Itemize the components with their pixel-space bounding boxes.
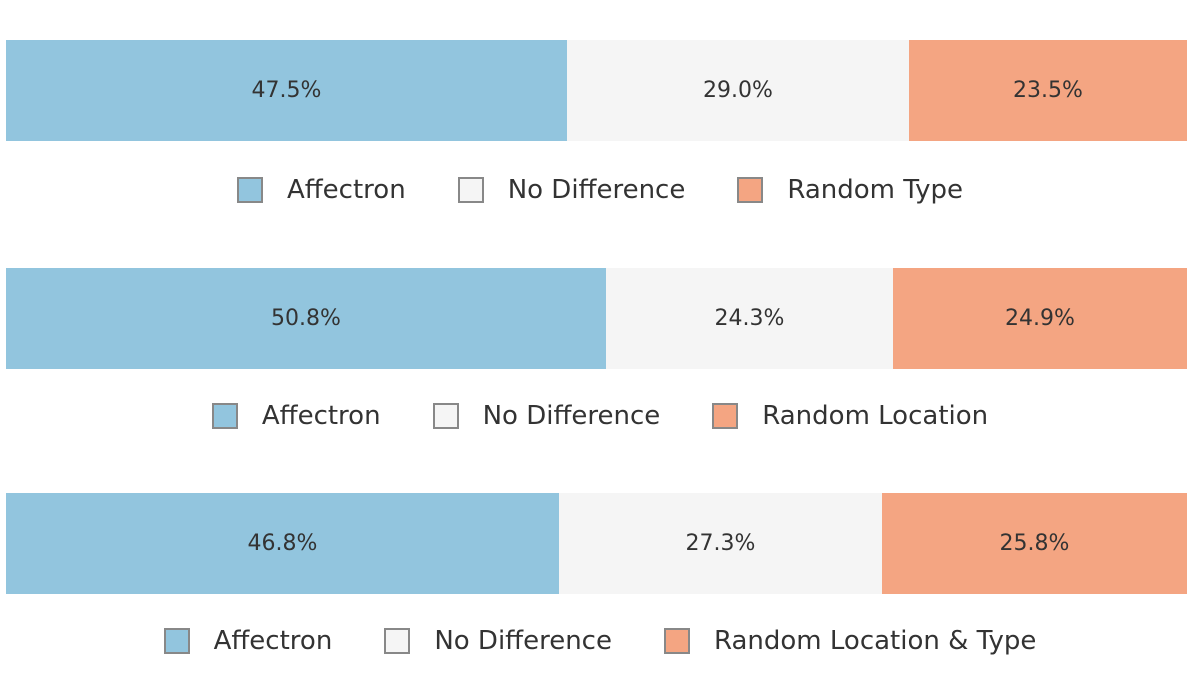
bar-segment-random: 23.5% [909, 40, 1187, 141]
legend-label: Random Location & Type [713, 626, 1037, 656]
bar-segment-affectron: 47.5% [6, 40, 567, 141]
legend-label: No Difference [507, 175, 686, 205]
legend-swatch [211, 403, 238, 429]
bar-segment-no-difference: 27.3% [559, 493, 882, 594]
legend-swatch [712, 403, 739, 429]
legend-swatch [236, 177, 263, 203]
legend-item-no-difference: No Difference [432, 401, 661, 431]
legend-item-affectron: Affectron [163, 626, 333, 656]
legend-item-no-difference: No Difference [457, 175, 686, 205]
bar-segment-no-difference: 29.0% [567, 40, 909, 141]
legend-item-affectron: Affectron [211, 401, 381, 431]
legend-swatch [163, 628, 190, 654]
data-label: 23.5% [1013, 78, 1083, 103]
data-label: 47.5% [251, 78, 322, 103]
legend-1: Affectron No Difference Random Type [0, 170, 1200, 210]
legend-item-random: Random Type [737, 175, 963, 205]
bar-segment-affectron: 50.8% [6, 268, 606, 369]
data-label: 25.8% [999, 531, 1070, 556]
legend-label: No Difference [434, 626, 612, 656]
data-label: 46.8% [247, 531, 318, 556]
bar-segment-no-difference: 24.3% [606, 268, 893, 369]
legend-label: Affectron [286, 175, 406, 205]
legend-item-affectron: Affectron [236, 175, 406, 205]
legend-swatch [737, 177, 764, 203]
legend-label: Random Type [787, 175, 963, 205]
legend-item-no-difference: No Difference [384, 626, 612, 656]
bar-segment-affectron: 46.8% [6, 493, 559, 594]
legend-label: Random Location [762, 401, 989, 431]
legend-item-random: Random Location [712, 401, 988, 431]
bar-segment-random: 24.9% [893, 268, 1187, 369]
data-label: 27.3% [685, 531, 756, 556]
data-label: 50.8% [271, 306, 341, 331]
legend-label: No Difference [482, 401, 661, 431]
legend-swatch [384, 628, 411, 654]
legend-2: Affectron No Difference Random Location [0, 396, 1200, 436]
legend-swatch [663, 628, 690, 654]
legend-label: Affectron [261, 401, 381, 431]
data-label: 29.0% [703, 78, 773, 103]
legend-swatch [432, 403, 459, 429]
stacked-bar-1: 47.5% 29.0% 23.5% [6, 40, 1187, 141]
legend-swatch [457, 177, 484, 203]
data-label: 24.3% [714, 306, 785, 331]
legend-3: Affectron No Difference Random Location & … [0, 621, 1200, 661]
legend-item-random: Random Location & Type [663, 626, 1037, 656]
stacked-bar-3: 46.8% 27.3% 25.8% [6, 493, 1187, 594]
stacked-bar-2: 50.8% 24.3% 24.9% [6, 268, 1187, 369]
legend-label: Affectron [213, 626, 333, 656]
data-label: 24.9% [1005, 306, 1075, 331]
bar-segment-random: 25.8% [882, 493, 1187, 594]
